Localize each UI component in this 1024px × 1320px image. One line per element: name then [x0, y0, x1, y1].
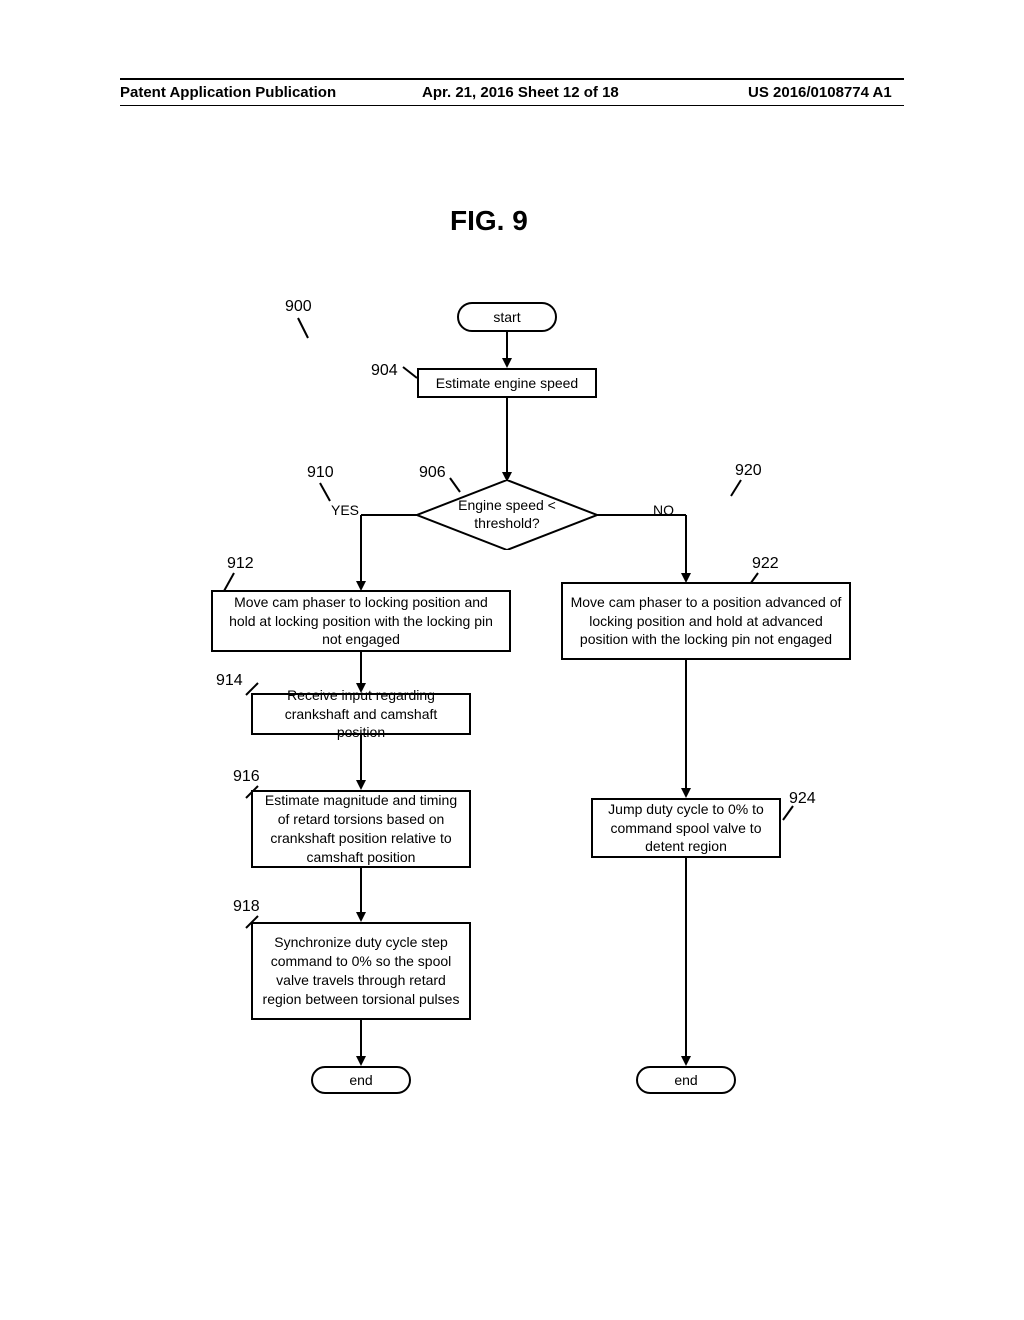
tick-900 [298, 318, 318, 340]
ref-912: 912 [227, 555, 254, 573]
node-918-text: Synchronize duty cycle step command to 0… [259, 933, 463, 1009]
node-924: Jump duty cycle to 0% to command spool v… [591, 798, 781, 858]
node-end1: end [311, 1066, 411, 1094]
ref-924: 924 [789, 790, 816, 808]
node-end2: end [636, 1066, 736, 1094]
ref-922: 922 [752, 555, 779, 573]
arrow-918-to-end1 [356, 1020, 366, 1066]
node-912-text: Move cam phaser to locking position and … [219, 593, 503, 650]
arrow-916-to-918 [356, 868, 366, 922]
header-bottom-line [120, 105, 904, 106]
node-est-speed-text: Estimate engine speed [436, 374, 578, 393]
figure-title: FIG. 9 [450, 205, 528, 237]
tick-910 [320, 483, 332, 503]
node-decision: Engine speed < threshold? [417, 480, 597, 550]
ref-916: 916 [233, 768, 260, 786]
header-top-line [120, 78, 904, 80]
node-918: Synchronize duty cycle step command to 0… [251, 922, 471, 1020]
header-left: Patent Application Publication [120, 84, 336, 101]
ref-918: 918 [233, 898, 260, 916]
ref-914: 914 [216, 672, 243, 690]
tick-924 [781, 806, 793, 822]
node-end1-text: end [349, 1072, 372, 1088]
node-est-speed: Estimate engine speed [417, 368, 597, 398]
arrow-924-to-end2 [681, 858, 691, 1066]
arrow-922-to-924 [681, 660, 691, 798]
node-922: Move cam phaser to a position advanced o… [561, 582, 851, 660]
node-914-text: Receive input regarding crankshaft and c… [259, 686, 463, 743]
header-right: US 2016/0108774 A1 [748, 84, 892, 101]
arrow-decision-to-922 [595, 515, 695, 583]
ref-910: 910 [307, 464, 334, 482]
node-start: start [457, 302, 557, 332]
arrow-914-to-916 [356, 735, 366, 790]
arrow-est-to-decision [502, 398, 512, 482]
ref-900: 900 [285, 298, 312, 316]
arrow-start-to-est [502, 332, 512, 368]
node-914: Receive input regarding crankshaft and c… [251, 693, 471, 735]
ref-920: 920 [735, 462, 762, 480]
tick-920 [731, 480, 743, 498]
node-922-text: Move cam phaser to a position advanced o… [569, 593, 843, 650]
ref-904: 904 [371, 362, 398, 380]
node-916-text: Estimate magnitude and timing of retard … [259, 791, 463, 867]
header-center: Apr. 21, 2016 Sheet 12 of 18 [422, 84, 619, 101]
node-924-text: Jump duty cycle to 0% to command spool v… [599, 800, 773, 857]
decision-text: Engine speed < threshold? [417, 496, 597, 532]
node-916: Estimate magnitude and timing of retard … [251, 790, 471, 868]
node-start-text: start [493, 309, 520, 325]
node-912: Move cam phaser to locking position and … [211, 590, 511, 652]
node-end2-text: end [674, 1072, 697, 1088]
arrow-decision-to-912 [355, 515, 421, 591]
